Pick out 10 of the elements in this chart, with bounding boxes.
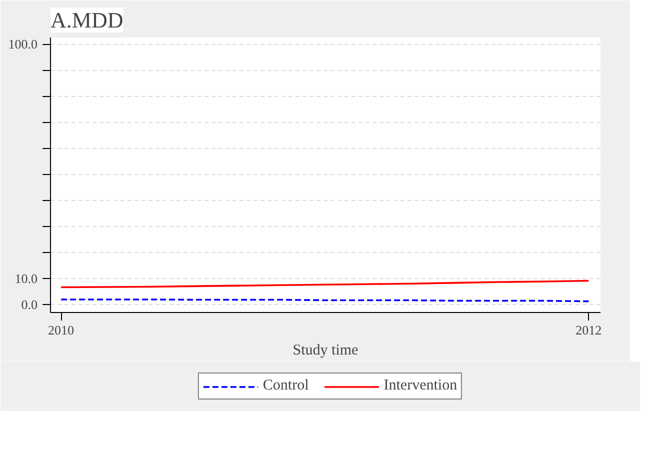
line-series <box>60 280 590 288</box>
legend-label: Intervention <box>384 378 458 394</box>
x-axis-title: Study time <box>292 342 359 358</box>
x-tick-label: 2012 <box>576 322 602 338</box>
legend-label: Control <box>262 378 309 394</box>
chart-title: A.MDD <box>50 8 124 32</box>
y-tick-label: 10.0 <box>14 270 38 286</box>
x-tick-label: 2010 <box>48 322 74 338</box>
y-tick-label: 100.0 <box>8 36 38 52</box>
y-tick-label: 0.0 <box>21 296 38 312</box>
